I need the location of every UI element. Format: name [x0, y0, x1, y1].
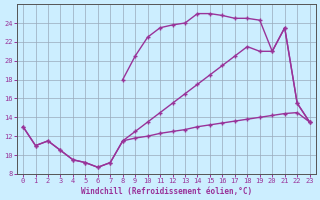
X-axis label: Windchill (Refroidissement éolien,°C): Windchill (Refroidissement éolien,°C): [81, 187, 252, 196]
